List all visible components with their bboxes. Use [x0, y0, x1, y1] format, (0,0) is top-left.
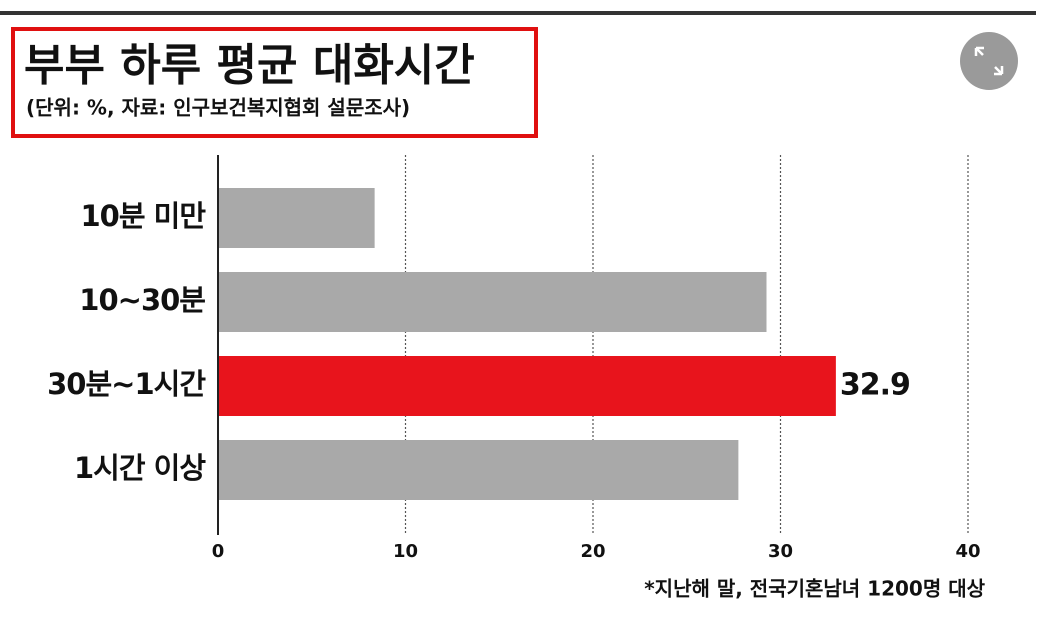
chart-title: 부부 하루 평균 대화시간: [24, 40, 475, 91]
footnote: *지난해 말, 전국기혼남녀 1200명 대상: [644, 577, 985, 601]
x-tick-label: 40: [955, 541, 980, 562]
bar: [219, 188, 375, 248]
x-tick-label: 10: [393, 541, 418, 562]
expand-icon[interactable]: [974, 46, 1004, 76]
y-tick-label: 10~30분: [79, 283, 205, 317]
data-label: 32.9: [840, 368, 910, 403]
x-tick-label: 20: [580, 541, 605, 562]
bar: [219, 356, 836, 416]
top-rule: [0, 11, 1036, 15]
title-box: [11, 27, 538, 138]
bar: [219, 440, 739, 500]
bar: [219, 272, 767, 332]
expand-button[interactable]: [960, 32, 1018, 90]
y-tick-label: 1시간 이상: [74, 451, 206, 485]
expand-circle[interactable]: [960, 32, 1018, 90]
x-tick-label: 0: [212, 541, 225, 562]
chart-subtitle: (단위: %, 자료: 인구보건복지협회 설문조사): [26, 96, 410, 120]
x-tick-label: 30: [768, 541, 793, 562]
y-tick-label: 10분 미만: [81, 199, 207, 233]
y-tick-label: 30분~1시간: [47, 367, 206, 401]
